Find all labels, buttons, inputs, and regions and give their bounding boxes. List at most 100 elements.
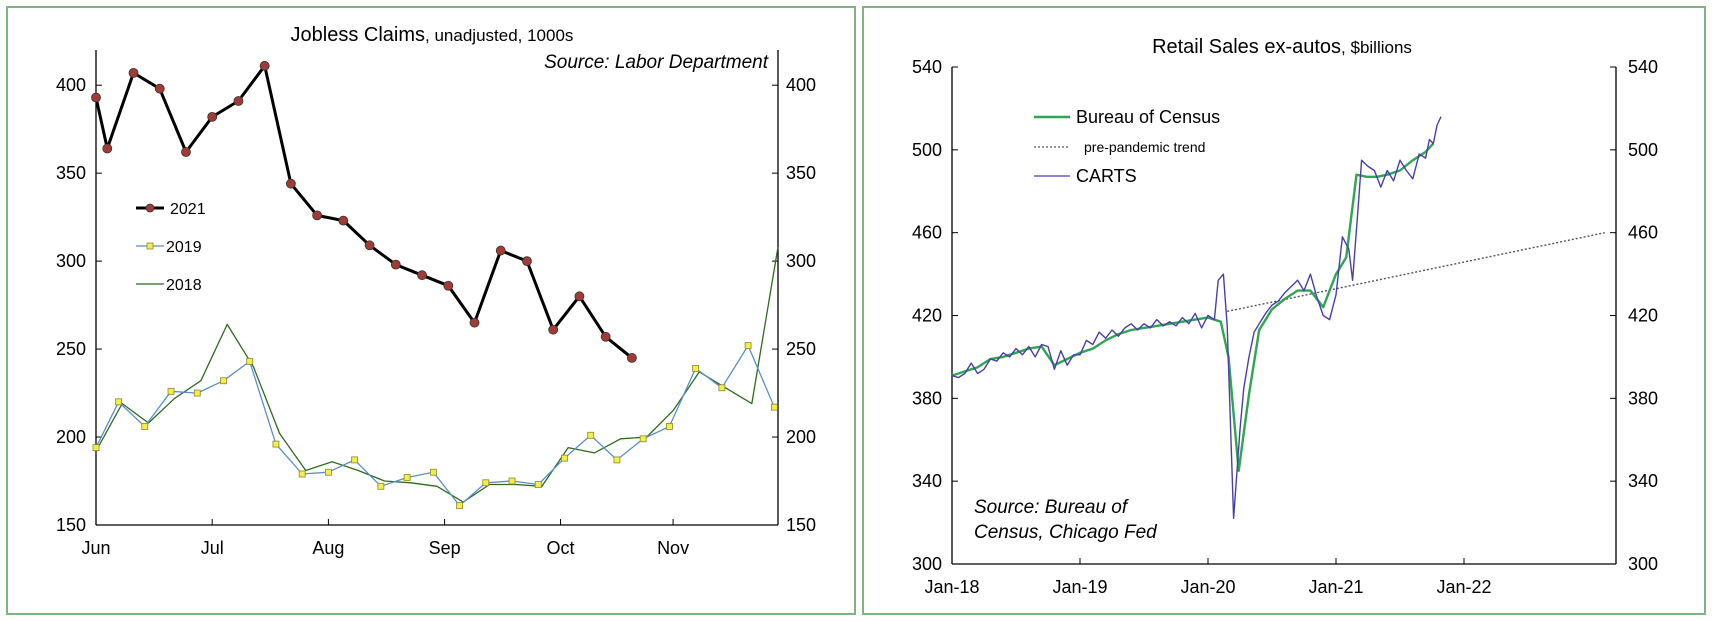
- data-point-2021: [417, 270, 427, 281]
- data-point-2019: [429, 468, 437, 476]
- data-point-2021: [495, 245, 506, 256]
- data-point-2019: [639, 435, 647, 443]
- series-line-2021: [94, 64, 633, 360]
- legend-label-trend: pre-pandemic trend: [1084, 139, 1205, 155]
- chart-source-line2: Census, Chicago Fed: [974, 522, 1158, 543]
- data-point-2019: [508, 477, 516, 485]
- data-point-2021: [522, 256, 532, 267]
- data-point-2019: [692, 365, 700, 372]
- data-point-2021: [390, 259, 401, 270]
- data-point-2021: [626, 352, 637, 363]
- y-tick-label-right: 420: [1628, 306, 1658, 326]
- y-tick-label-right: 380: [1628, 388, 1658, 408]
- y-tick-label-left: 540: [912, 57, 942, 77]
- data-point-2019: [718, 384, 726, 392]
- data-point-2019: [167, 387, 175, 395]
- y-tick-label-right: 250: [786, 339, 816, 359]
- y-tick-label-left: 400: [56, 75, 86, 95]
- x-tick-label: Jan-21: [1308, 577, 1363, 597]
- x-tick-label: Jul: [201, 538, 224, 558]
- data-point-2019: [272, 440, 280, 448]
- y-tick-label-right: 350: [786, 163, 816, 183]
- x-tick-label: Jun: [81, 538, 110, 558]
- data-point-2021: [574, 291, 585, 302]
- y-tick-label-right: 400: [786, 75, 816, 95]
- y-tick-label-right: 540: [1628, 57, 1658, 77]
- y-tick-label-left: 200: [56, 427, 86, 447]
- data-point-2021: [338, 215, 349, 226]
- legend-label-carts: CARTS: [1076, 166, 1137, 186]
- data-point-2019: [613, 456, 621, 464]
- retail-sales-chart: Retail Sales ex-autos, $billions 300 300 3…: [912, 36, 1658, 597]
- chart-source-line1: Source: Bureau of: [974, 497, 1129, 518]
- y-tick-label-left: 340: [912, 471, 942, 491]
- data-point-2019: [744, 342, 752, 349]
- data-point-2019: [92, 444, 100, 451]
- data-point-2021: [181, 147, 191, 157]
- y-tick-label-right: 150: [786, 515, 816, 535]
- data-point-2019: [377, 482, 385, 490]
- data-point-2019: [325, 468, 332, 476]
- y-tick-label-left: 420: [912, 306, 942, 326]
- x-tick-label: Aug: [312, 538, 344, 558]
- legend-label-census: Bureau of Census: [1076, 107, 1220, 127]
- chart-title: Jobless Claims, unadjusted, 1000s: [291, 24, 574, 46]
- series-line-carts: [951, 116, 1442, 520]
- data-point-2019: [246, 357, 254, 365]
- data-point-2021: [443, 280, 454, 291]
- jobless-claims-chart: Jobless Claims, unadjusted, 1000s Source…: [56, 24, 816, 558]
- data-point-2021: [364, 240, 375, 251]
- data-point-2019: [141, 423, 149, 430]
- data-point-2019: [403, 474, 411, 481]
- y-tick-label-left: 150: [56, 515, 86, 535]
- x-tick-label: Jan-22: [1436, 577, 1491, 597]
- y-tick-label-left: 500: [912, 140, 942, 160]
- y-tick-label-right: 460: [1628, 223, 1658, 243]
- data-point-2021: [285, 178, 296, 189]
- y-tick-label-left: 300: [912, 554, 942, 574]
- data-point-2021: [469, 317, 480, 328]
- legend-marker-2021: [145, 203, 155, 213]
- x-tick-label: Oct: [547, 538, 575, 558]
- x-tick-label: Jan-18: [924, 577, 979, 597]
- series-line-2018: [95, 246, 779, 503]
- data-point-2021: [600, 331, 611, 342]
- legend: 2021 2019 2018: [132, 188, 216, 302]
- y-tick-label-right: 300: [786, 251, 816, 271]
- data-point-2021: [154, 83, 165, 94]
- series-line-pre-pandemic-trend: [1227, 232, 1605, 313]
- x-tick-label: Jan-19: [1052, 577, 1107, 597]
- legend-marker-2019: [146, 242, 154, 250]
- data-point-2021: [259, 60, 270, 71]
- y-tick-label-right: 500: [1628, 140, 1658, 160]
- legend-label-2019: 2019: [166, 239, 202, 256]
- data-point-2021: [548, 324, 559, 335]
- y-tick-label-left: 350: [56, 163, 86, 183]
- data-point-2021: [312, 210, 323, 221]
- y-tick-label-left: 460: [912, 223, 942, 243]
- y-tick-label-left: 300: [56, 251, 86, 271]
- data-point-2019: [193, 389, 201, 397]
- series-line-bureau-of-census: [951, 142, 1435, 472]
- data-point-2021: [207, 111, 218, 122]
- data-point-2019: [220, 377, 227, 385]
- legend-label-2018: 2018: [166, 277, 202, 294]
- legend-label-2021: 2021: [170, 201, 206, 218]
- y-tick-label-left: 250: [56, 339, 86, 359]
- chart-title: Retail Sales ex-autos, $billions: [1152, 36, 1412, 58]
- data-point-2021: [233, 96, 244, 106]
- data-point-2019: [351, 456, 359, 464]
- data-point-2019: [115, 398, 122, 406]
- y-tick-label-left: 380: [912, 388, 942, 408]
- y-tick-label-right: 200: [786, 427, 816, 447]
- legend: Bureau of Census pre-pandemic trend CART…: [1034, 107, 1220, 186]
- retail-sales-panel: Retail Sales ex-autos, $billions 300 300 3…: [862, 6, 1706, 615]
- y-tick-label-right: 300: [1628, 554, 1658, 574]
- data-point-2021: [102, 143, 113, 154]
- data-point-2019: [561, 454, 568, 462]
- x-tick-label: Jan-20: [1180, 577, 1235, 597]
- data-point-2019: [298, 470, 306, 478]
- data-point-2019: [666, 423, 673, 430]
- data-point-2019: [534, 481, 542, 488]
- data-point-2021: [91, 92, 101, 103]
